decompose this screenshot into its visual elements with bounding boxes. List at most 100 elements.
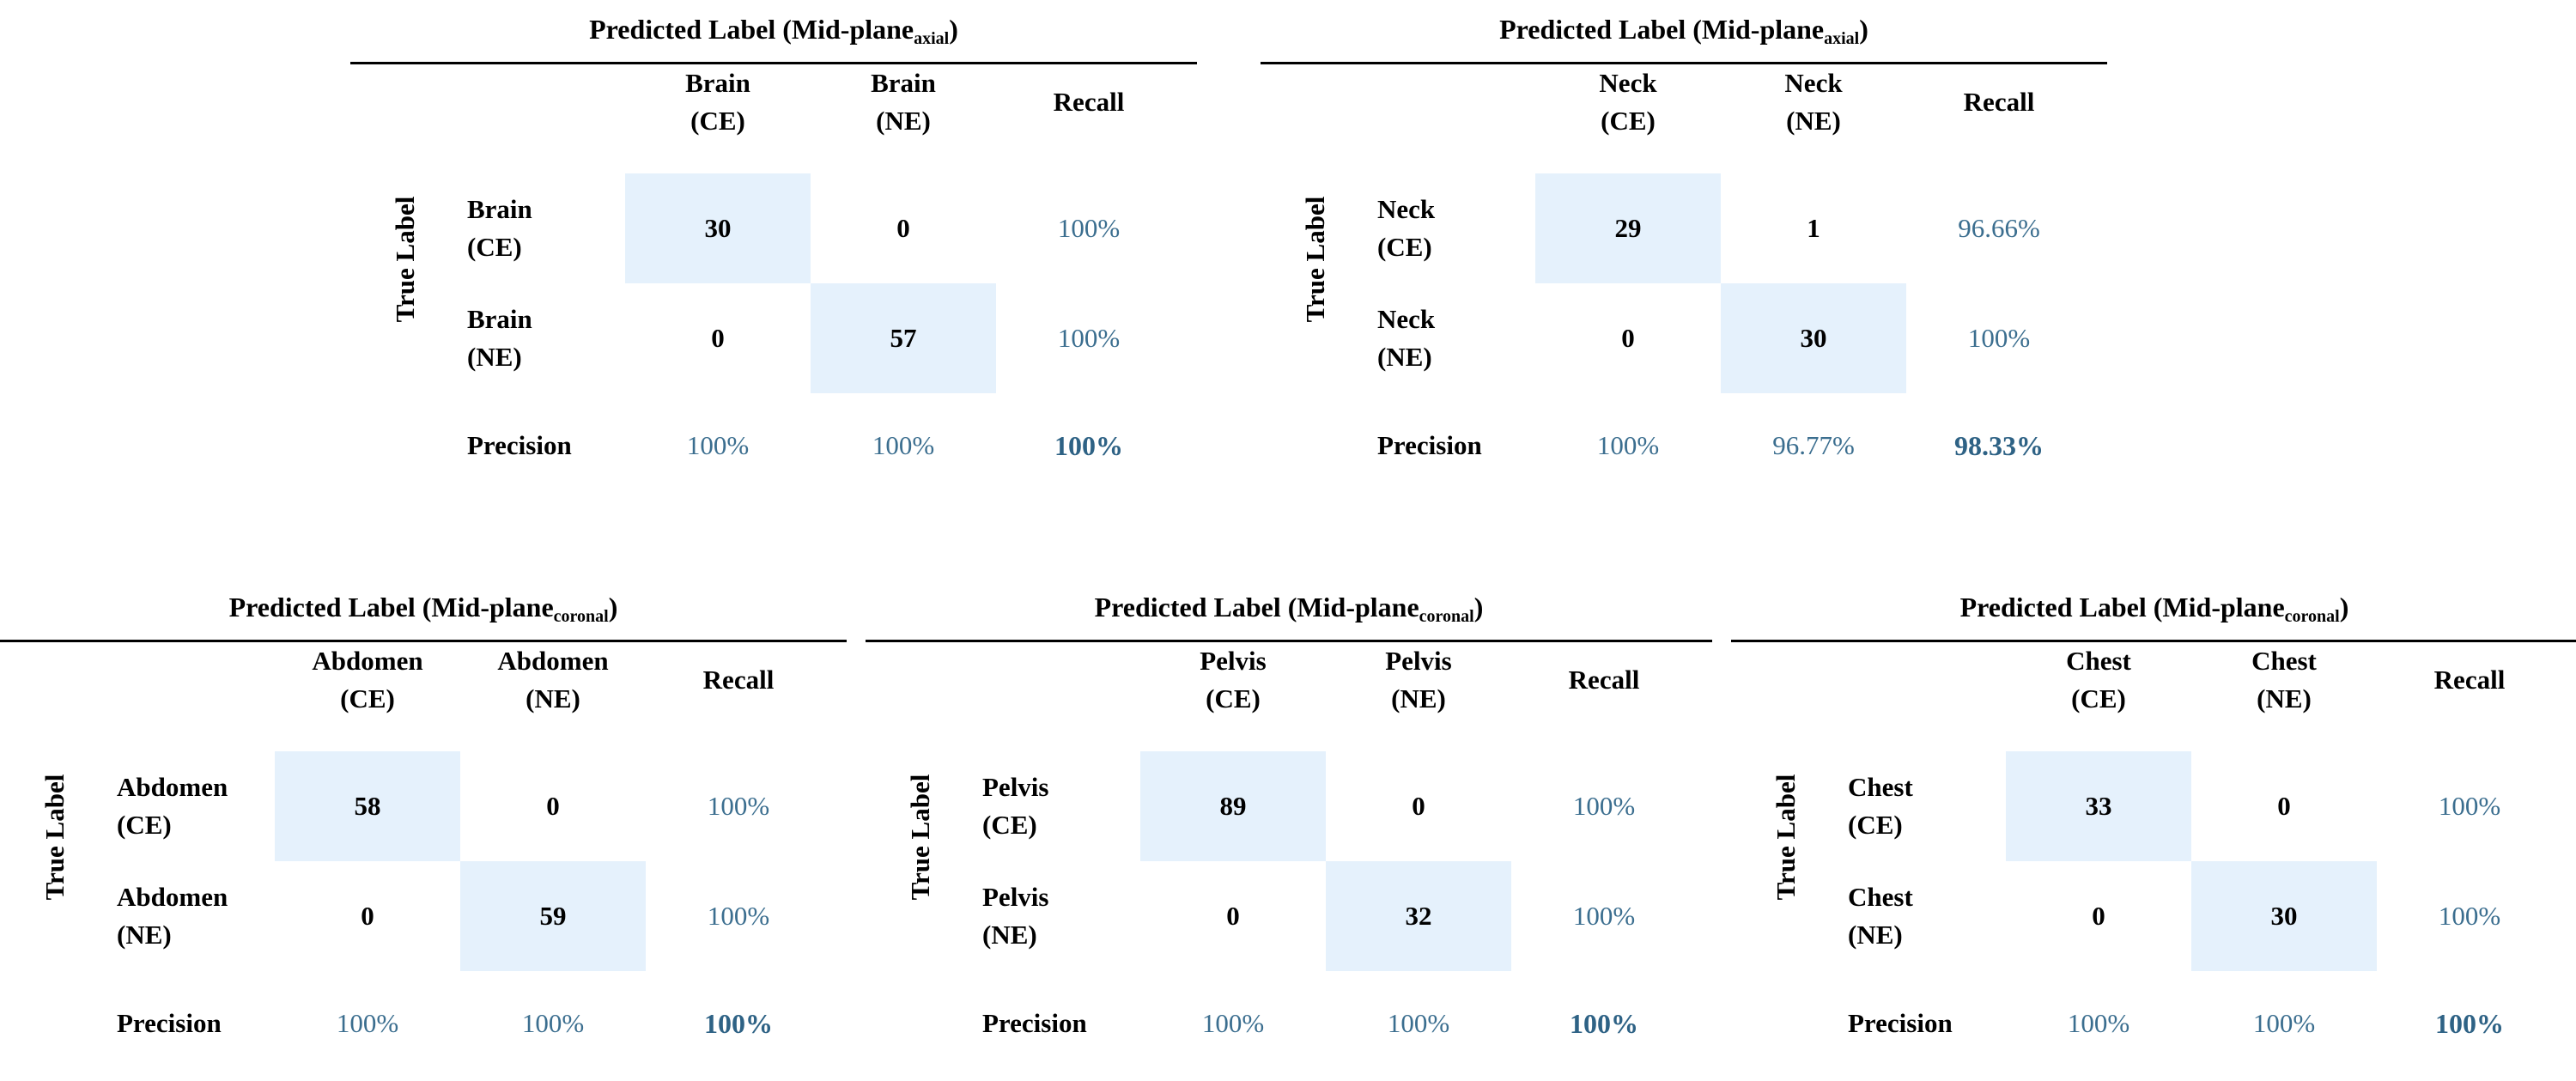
column-header: Abdomen (CE) <box>312 646 423 714</box>
column-header: Recall <box>702 665 775 695</box>
matrix-cell: 0 <box>2092 901 2105 931</box>
column-header: Chest (NE) <box>2251 646 2317 714</box>
matrix-cell: 58 <box>275 751 460 861</box>
y-axis-label-text: True Label <box>1771 774 1801 901</box>
matrix-cell: 57 <box>811 283 996 393</box>
matrix-cell: 32 <box>1326 861 1511 971</box>
matrix-cell: 30 <box>625 173 811 283</box>
matrix-cell: 59 <box>460 861 646 971</box>
recall-value: 100% <box>2438 791 2501 821</box>
y-axis-label-text: True Label <box>39 774 70 901</box>
y-axis-label-text: True Label <box>905 774 935 901</box>
overall-accuracy: 100% <box>1570 1007 1638 1039</box>
column-header: Recall <box>1053 87 1125 117</box>
chart-title: Predicted Label (Mid-planecoronal) <box>1959 592 2349 626</box>
confusion-matrix-abdomen: Predicted Label (Mid-planecoronal) True L… <box>0 578 847 1059</box>
column-header: Pelvis (NE) <box>1385 646 1452 714</box>
chart-title: Predicted Label (Mid-planecoronal) <box>1094 592 1484 626</box>
chart-title-subscript: axial <box>914 29 950 48</box>
precision-value: 100% <box>2252 1008 2316 1038</box>
precision-label: Precision <box>467 430 572 460</box>
precision-value: 100% <box>872 430 935 460</box>
confusion-matrix-pelvis: Predicted Label (Mid-planecoronal) True L… <box>866 578 1712 1059</box>
precision-value: 100% <box>1201 1008 1265 1038</box>
precision-value: 100% <box>686 430 750 460</box>
chart-title: Predicted Label (Mid-planeaxial) <box>1499 14 1868 48</box>
recall-value: 100% <box>707 901 770 931</box>
chart-title-subscript: axial <box>1824 29 1860 48</box>
matrix-cell: 0 <box>1412 791 1425 821</box>
column-header: Brain (NE) <box>871 68 936 136</box>
y-axis-label-text: True Label <box>1300 196 1330 323</box>
precision-label: Precision <box>117 1008 222 1038</box>
column-header: Abdomen (NE) <box>497 646 609 714</box>
matrix-cell: 0 <box>1226 901 1240 931</box>
column-header: Recall <box>1963 87 2035 117</box>
column-header: Neck (CE) <box>1599 68 1657 136</box>
precision-value: 100% <box>336 1008 399 1038</box>
precision-value: 100% <box>1596 430 1660 460</box>
chart-title-subscript: coronal <box>2284 607 2340 626</box>
row-label: Neck (CE) <box>1377 194 1436 262</box>
matrix-cell: 1 <box>1807 213 1820 243</box>
precision-label: Precision <box>982 1008 1087 1038</box>
matrix-cell: 33 <box>2006 751 2191 861</box>
matrix-cell: 0 <box>546 791 560 821</box>
y-axis-label-text: True Label <box>390 196 420 323</box>
precision-label: Precision <box>1848 1008 1953 1038</box>
precision-value: 100% <box>2067 1008 2130 1038</box>
recall-value: 100% <box>707 791 770 821</box>
row-label: Brain (NE) <box>467 304 532 372</box>
overall-accuracy: 100% <box>704 1007 773 1039</box>
precision-value: 100% <box>1387 1008 1450 1038</box>
confusion-matrix-neck: Predicted Label (Mid-planeaxial) True Lab… <box>1261 0 2107 481</box>
recall-value: 100% <box>1572 791 1636 821</box>
row-label: Pelvis (NE) <box>982 882 1049 950</box>
row-label: Neck (NE) <box>1377 304 1436 372</box>
overall-accuracy: 98.33% <box>1954 429 2044 461</box>
matrix-cell: 29 <box>1535 173 1721 283</box>
title-rule <box>1731 640 2576 642</box>
row-label: Abdomen (CE) <box>117 772 228 840</box>
column-header: Brain (CE) <box>685 68 750 136</box>
matrix-cell: 0 <box>896 213 910 243</box>
chart-title: Predicted Label (Mid-planeaxial) <box>589 14 958 48</box>
row-label: Chest (NE) <box>1848 882 1913 950</box>
overall-accuracy: 100% <box>1054 429 1123 461</box>
recall-value: 100% <box>1057 323 1121 353</box>
title-rule <box>350 62 1197 64</box>
column-header: Neck (NE) <box>1784 68 1843 136</box>
column-header: Recall <box>1568 665 1640 695</box>
recall-value: 100% <box>1967 323 2031 353</box>
column-header: Recall <box>2433 665 2506 695</box>
precision-label: Precision <box>1377 430 1482 460</box>
matrix-cell: 30 <box>2191 861 2377 971</box>
row-label: Abdomen (NE) <box>117 882 228 950</box>
column-header: Pelvis (CE) <box>1200 646 1267 714</box>
recall-value: 96.66% <box>1958 213 2040 243</box>
chart-title-subscript: coronal <box>553 607 609 626</box>
matrix-cell: 0 <box>2277 791 2291 821</box>
precision-value: 96.77% <box>1772 430 1855 460</box>
row-label: Chest (CE) <box>1848 772 1913 840</box>
recall-value: 100% <box>1057 213 1121 243</box>
chart-title-subscript: coronal <box>1419 607 1474 626</box>
matrix-cell: 30 <box>1721 283 1906 393</box>
matrix-cell: 0 <box>711 323 725 353</box>
title-rule <box>866 640 1712 642</box>
row-label: Pelvis (CE) <box>982 772 1049 840</box>
recall-value: 100% <box>1572 901 1636 931</box>
column-header: Chest (CE) <box>2066 646 2131 714</box>
title-rule <box>0 640 847 642</box>
recall-value: 100% <box>2438 901 2501 931</box>
matrix-cell: 0 <box>1621 323 1635 353</box>
precision-value: 100% <box>521 1008 585 1038</box>
overall-accuracy: 100% <box>2435 1007 2504 1039</box>
row-label: Brain (CE) <box>467 194 532 262</box>
confusion-matrix-chest: Predicted Label (Mid-planecoronal) True L… <box>1731 578 2576 1059</box>
matrix-cell: 0 <box>361 901 374 931</box>
confusion-matrix-brain: Predicted Label (Mid-planeaxial) True Lab… <box>350 0 1197 481</box>
matrix-cell: 89 <box>1140 751 1326 861</box>
title-rule <box>1261 62 2107 64</box>
chart-title: Predicted Label (Mid-planecoronal) <box>228 592 618 626</box>
